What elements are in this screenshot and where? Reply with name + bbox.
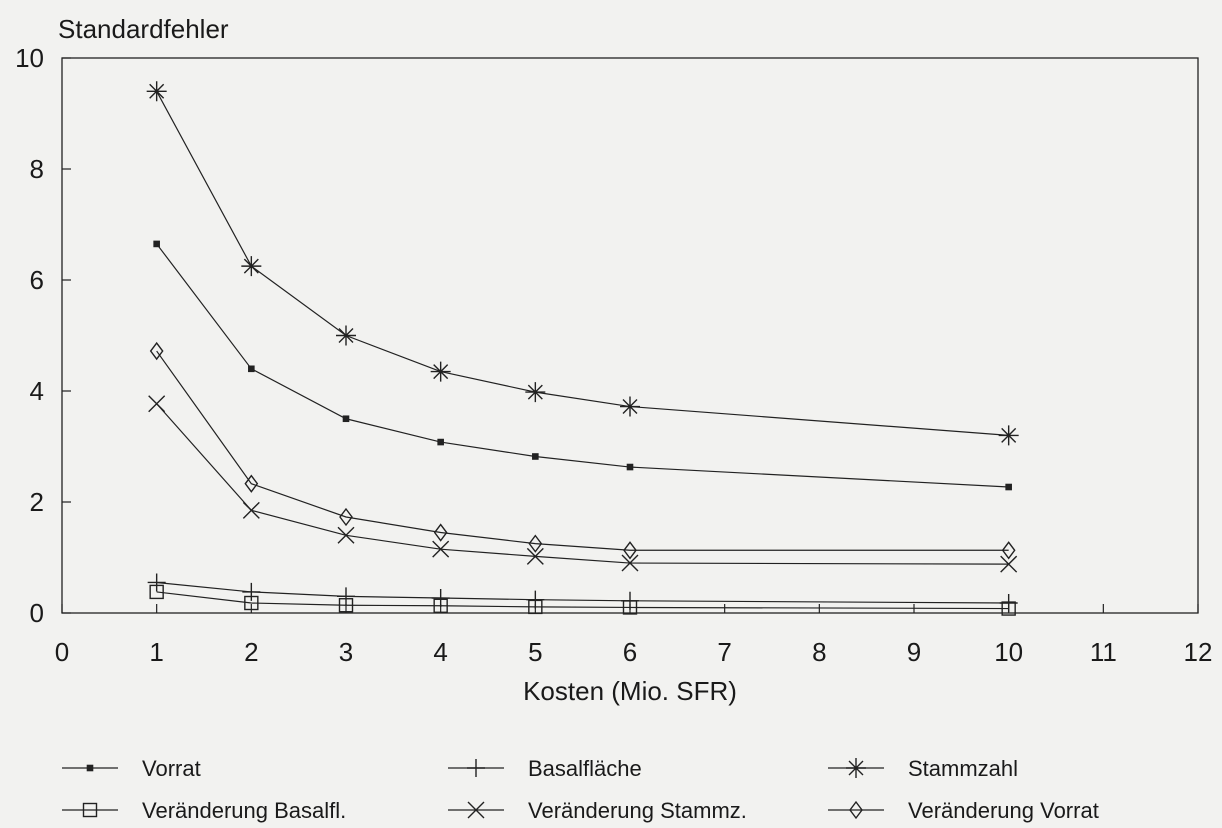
x-tick-label: 4 <box>433 637 447 667</box>
legend-swatch-marker <box>86 764 94 772</box>
data-point <box>1001 541 1016 560</box>
x-tick-label: 9 <box>907 637 921 667</box>
legend-swatch-marker <box>467 801 485 819</box>
data-point <box>148 395 166 413</box>
data-point <box>433 523 448 542</box>
y-tick-label: 6 <box>30 265 44 295</box>
series-line <box>156 403 1009 565</box>
data-point <box>336 325 356 346</box>
series-line <box>156 581 1009 604</box>
data-point <box>244 474 259 493</box>
x-tick-label: 12 <box>1184 637 1213 667</box>
data-point <box>526 590 545 609</box>
y-tick-label: 0 <box>30 598 44 628</box>
legend-label: Basalfläche <box>528 756 642 781</box>
legend-label: Veränderung Vorrat <box>908 798 1099 823</box>
data-point <box>432 540 450 558</box>
y-tick-label: 8 <box>30 154 44 184</box>
series-2 <box>147 573 1018 613</box>
data-point <box>621 554 639 572</box>
legend-item: Stammzahl <box>828 756 1018 781</box>
data-point <box>998 425 1019 446</box>
data-point <box>147 573 166 592</box>
series-line <box>156 591 1009 610</box>
data-point <box>430 361 451 382</box>
data-point <box>342 415 350 423</box>
legend-label: Veränderung Stammz. <box>528 798 747 823</box>
x-tick-label: 2 <box>244 637 258 667</box>
data-point <box>242 582 261 601</box>
series-3 <box>146 81 1019 446</box>
data-point <box>149 341 164 361</box>
legend: Vorrat Basalfläche Stammzahl Veränderung Ba… <box>62 756 1099 823</box>
series-4 <box>149 584 1016 616</box>
data-point <box>437 438 444 446</box>
x-tick-label: 0 <box>55 637 69 667</box>
series-group <box>146 81 1019 616</box>
data-point <box>149 584 164 600</box>
data-point <box>431 589 450 608</box>
data-point <box>623 541 637 560</box>
data-point <box>528 534 543 553</box>
x-tick-label: 1 <box>149 637 163 667</box>
x-tick-label: 7 <box>717 637 731 667</box>
data-point <box>433 598 448 613</box>
data-point <box>622 600 638 615</box>
legend-item: Veränderung Vorrat <box>828 798 1099 823</box>
legend-item: Basalfläche <box>448 756 642 781</box>
legend-label: Stammzahl <box>908 756 1018 781</box>
y-tick-label: 10 <box>15 43 44 73</box>
legend-label: Vorrat <box>142 756 201 781</box>
data-point <box>1001 601 1016 616</box>
data-point <box>626 463 634 471</box>
data-point <box>339 507 353 527</box>
y-tick-label: 2 <box>30 487 44 517</box>
data-point <box>241 256 262 277</box>
series-1 <box>153 240 1012 491</box>
data-point <box>525 382 546 403</box>
x-tick-label: 11 <box>1090 637 1117 667</box>
series-5 <box>148 395 1018 573</box>
data-point <box>338 598 354 613</box>
data-point <box>153 240 160 248</box>
data-point <box>1000 555 1018 573</box>
data-point <box>337 526 355 544</box>
x-tick-label: 6 <box>623 637 637 667</box>
x-tick-label: 3 <box>339 637 353 667</box>
legend-item: Veränderung Basalfl. <box>62 798 346 823</box>
data-point <box>620 396 640 417</box>
x-tick-label: 10 <box>994 637 1023 667</box>
data-point <box>526 547 544 565</box>
series-line <box>156 91 1009 436</box>
series-line <box>156 243 1009 488</box>
legend-swatch-marker <box>846 758 866 778</box>
data-point <box>146 81 167 102</box>
legend-label: Veränderung Basalfl. <box>142 798 346 823</box>
data-point <box>242 501 260 519</box>
x-tick-label: 8 <box>812 637 826 667</box>
legend-swatch-marker <box>467 759 485 777</box>
data-point <box>528 599 543 615</box>
legend-swatch-marker <box>82 802 98 818</box>
data-point <box>248 365 255 373</box>
legend-item: Vorrat <box>62 756 201 781</box>
x-axis-title: Kosten (Mio. SFR) <box>523 676 737 706</box>
legend-swatch-marker <box>849 800 863 820</box>
data-point <box>244 595 259 611</box>
y-tick-label: 4 <box>30 376 44 406</box>
data-point <box>532 453 539 460</box>
legend-item: Veränderung Stammz. <box>448 798 747 823</box>
series-line <box>156 350 1009 551</box>
data-point <box>1005 483 1012 491</box>
plot-frame <box>61 57 1199 614</box>
data-point <box>337 587 355 606</box>
y-axis-title: Standardfehler <box>58 14 229 44</box>
series-6 <box>149 341 1016 560</box>
x-tick-label: 5 <box>528 637 542 667</box>
